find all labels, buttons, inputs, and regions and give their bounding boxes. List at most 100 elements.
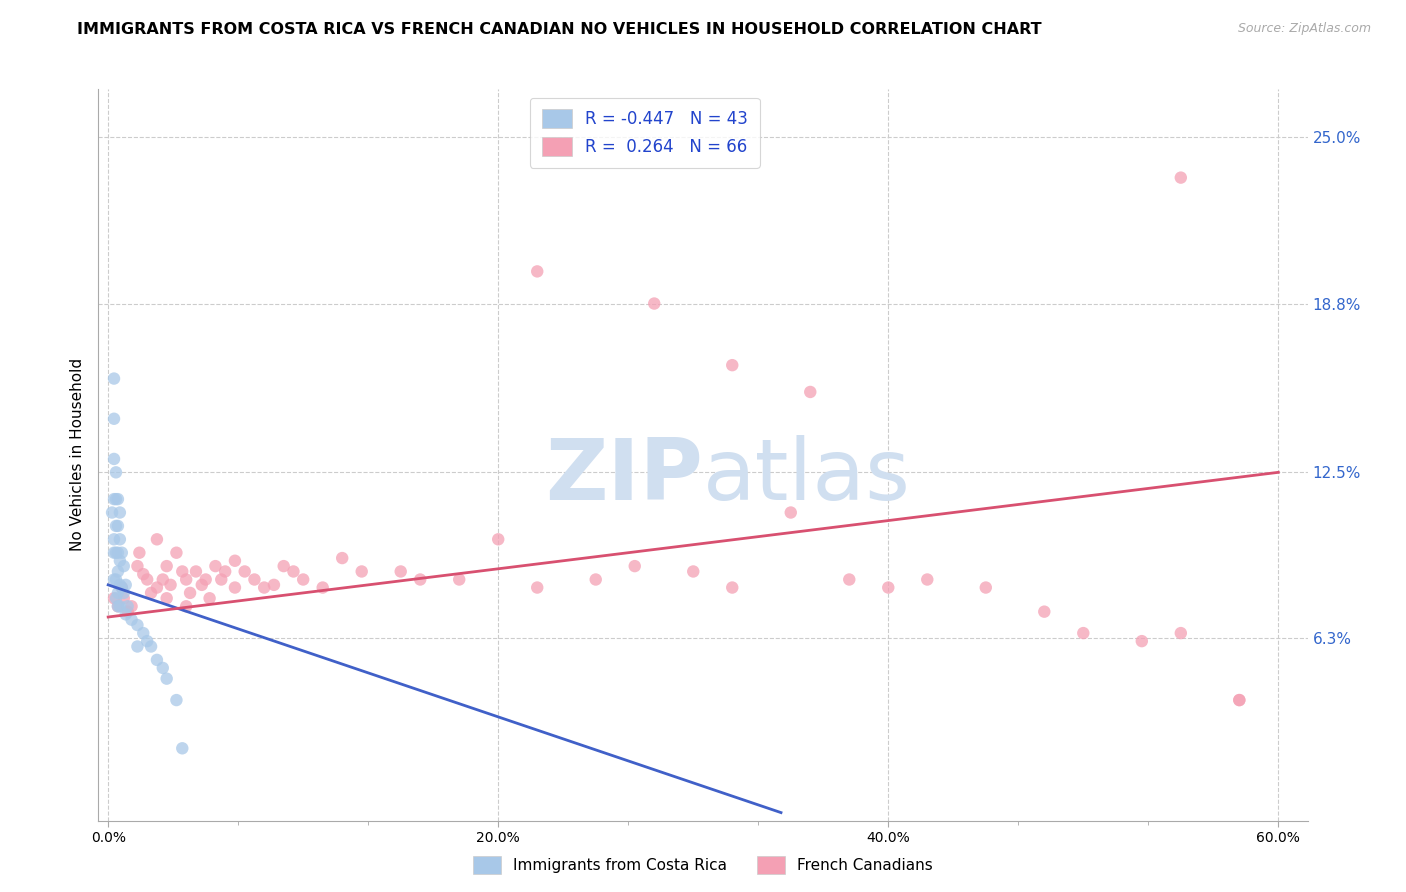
Point	[623, 559, 645, 574]
Point	[526, 264, 548, 278]
Point	[111, 546, 134, 560]
Y-axis label: No Vehicles in Household: No Vehicles in Household	[69, 359, 84, 551]
Point	[184, 565, 207, 579]
Point	[1227, 693, 1250, 707]
Point	[156, 559, 179, 574]
Point	[112, 591, 135, 606]
Text: IMMIGRANTS FROM COSTA RICA VS FRENCH CANADIAN NO VEHICLES IN HOUSEHOLD CORRELATI: IMMIGRANTS FROM COSTA RICA VS FRENCH CAN…	[77, 22, 1042, 37]
Point	[114, 607, 136, 622]
Point	[107, 492, 129, 507]
Point	[1227, 693, 1250, 707]
Point	[104, 492, 127, 507]
Point	[146, 653, 169, 667]
Point	[136, 573, 159, 587]
Point	[107, 599, 129, 614]
Point	[799, 384, 821, 399]
Point	[486, 533, 509, 547]
Point	[136, 634, 159, 648]
Point	[191, 578, 214, 592]
Point	[1130, 634, 1153, 648]
Point	[682, 565, 704, 579]
Point	[233, 565, 256, 579]
Point	[132, 626, 155, 640]
Point	[111, 581, 134, 595]
Point	[117, 605, 139, 619]
Point	[224, 554, 246, 568]
Point	[526, 581, 548, 595]
Point	[103, 591, 125, 606]
Text: ZIP: ZIP	[546, 435, 703, 518]
Point	[214, 565, 236, 579]
Point	[159, 578, 181, 592]
Point	[283, 565, 305, 579]
Point	[721, 581, 744, 595]
Point	[108, 578, 131, 592]
Point	[103, 411, 125, 425]
Point	[877, 581, 900, 595]
Point	[103, 371, 125, 385]
Point	[139, 640, 162, 654]
Point	[112, 559, 135, 574]
Point	[643, 296, 665, 310]
Point	[108, 599, 131, 614]
Point	[104, 546, 127, 560]
Point	[253, 581, 276, 595]
Point	[174, 599, 197, 614]
Point	[917, 573, 939, 587]
Point	[104, 591, 127, 606]
Point	[1071, 626, 1094, 640]
Text: Source: ZipAtlas.com: Source: ZipAtlas.com	[1237, 22, 1371, 36]
Point	[107, 599, 129, 614]
Point	[1170, 170, 1192, 185]
Point	[152, 573, 174, 587]
Point	[209, 573, 232, 587]
Point	[838, 573, 860, 587]
Point	[103, 573, 125, 587]
Point	[132, 567, 155, 582]
Point	[273, 559, 295, 574]
Point	[107, 546, 129, 560]
Point	[263, 578, 285, 592]
Point	[156, 591, 179, 606]
Point	[585, 573, 607, 587]
Point	[127, 559, 149, 574]
Point	[204, 559, 226, 574]
Point	[112, 586, 135, 600]
Point	[146, 533, 169, 547]
Point	[1170, 626, 1192, 640]
Point	[103, 452, 125, 467]
Point	[198, 591, 221, 606]
Point	[779, 506, 801, 520]
Point	[152, 661, 174, 675]
Point	[121, 599, 143, 614]
Point	[103, 492, 125, 507]
Text: atlas: atlas	[703, 435, 911, 518]
Point	[103, 546, 125, 560]
Point	[111, 581, 134, 595]
Point	[292, 573, 315, 587]
Point	[107, 586, 129, 600]
Legend: R = -0.447   N = 43, R =  0.264   N = 66: R = -0.447 N = 43, R = 0.264 N = 66	[530, 97, 759, 168]
Point	[243, 573, 266, 587]
Point	[117, 599, 139, 614]
Point	[104, 573, 127, 587]
Point	[350, 565, 373, 579]
Point	[146, 581, 169, 595]
Point	[312, 581, 335, 595]
Point	[104, 466, 127, 480]
Point	[330, 551, 353, 566]
Point	[172, 565, 194, 579]
Point	[1033, 605, 1056, 619]
Point	[108, 533, 131, 547]
Point	[103, 533, 125, 547]
Point	[104, 519, 127, 533]
Point	[127, 640, 149, 654]
Point	[974, 581, 997, 595]
Legend: Immigrants from Costa Rica, French Canadians: Immigrants from Costa Rica, French Canad…	[467, 850, 939, 880]
Point	[449, 573, 471, 587]
Point	[721, 358, 744, 372]
Point	[172, 741, 194, 756]
Point	[108, 554, 131, 568]
Point	[107, 519, 129, 533]
Point	[179, 586, 201, 600]
